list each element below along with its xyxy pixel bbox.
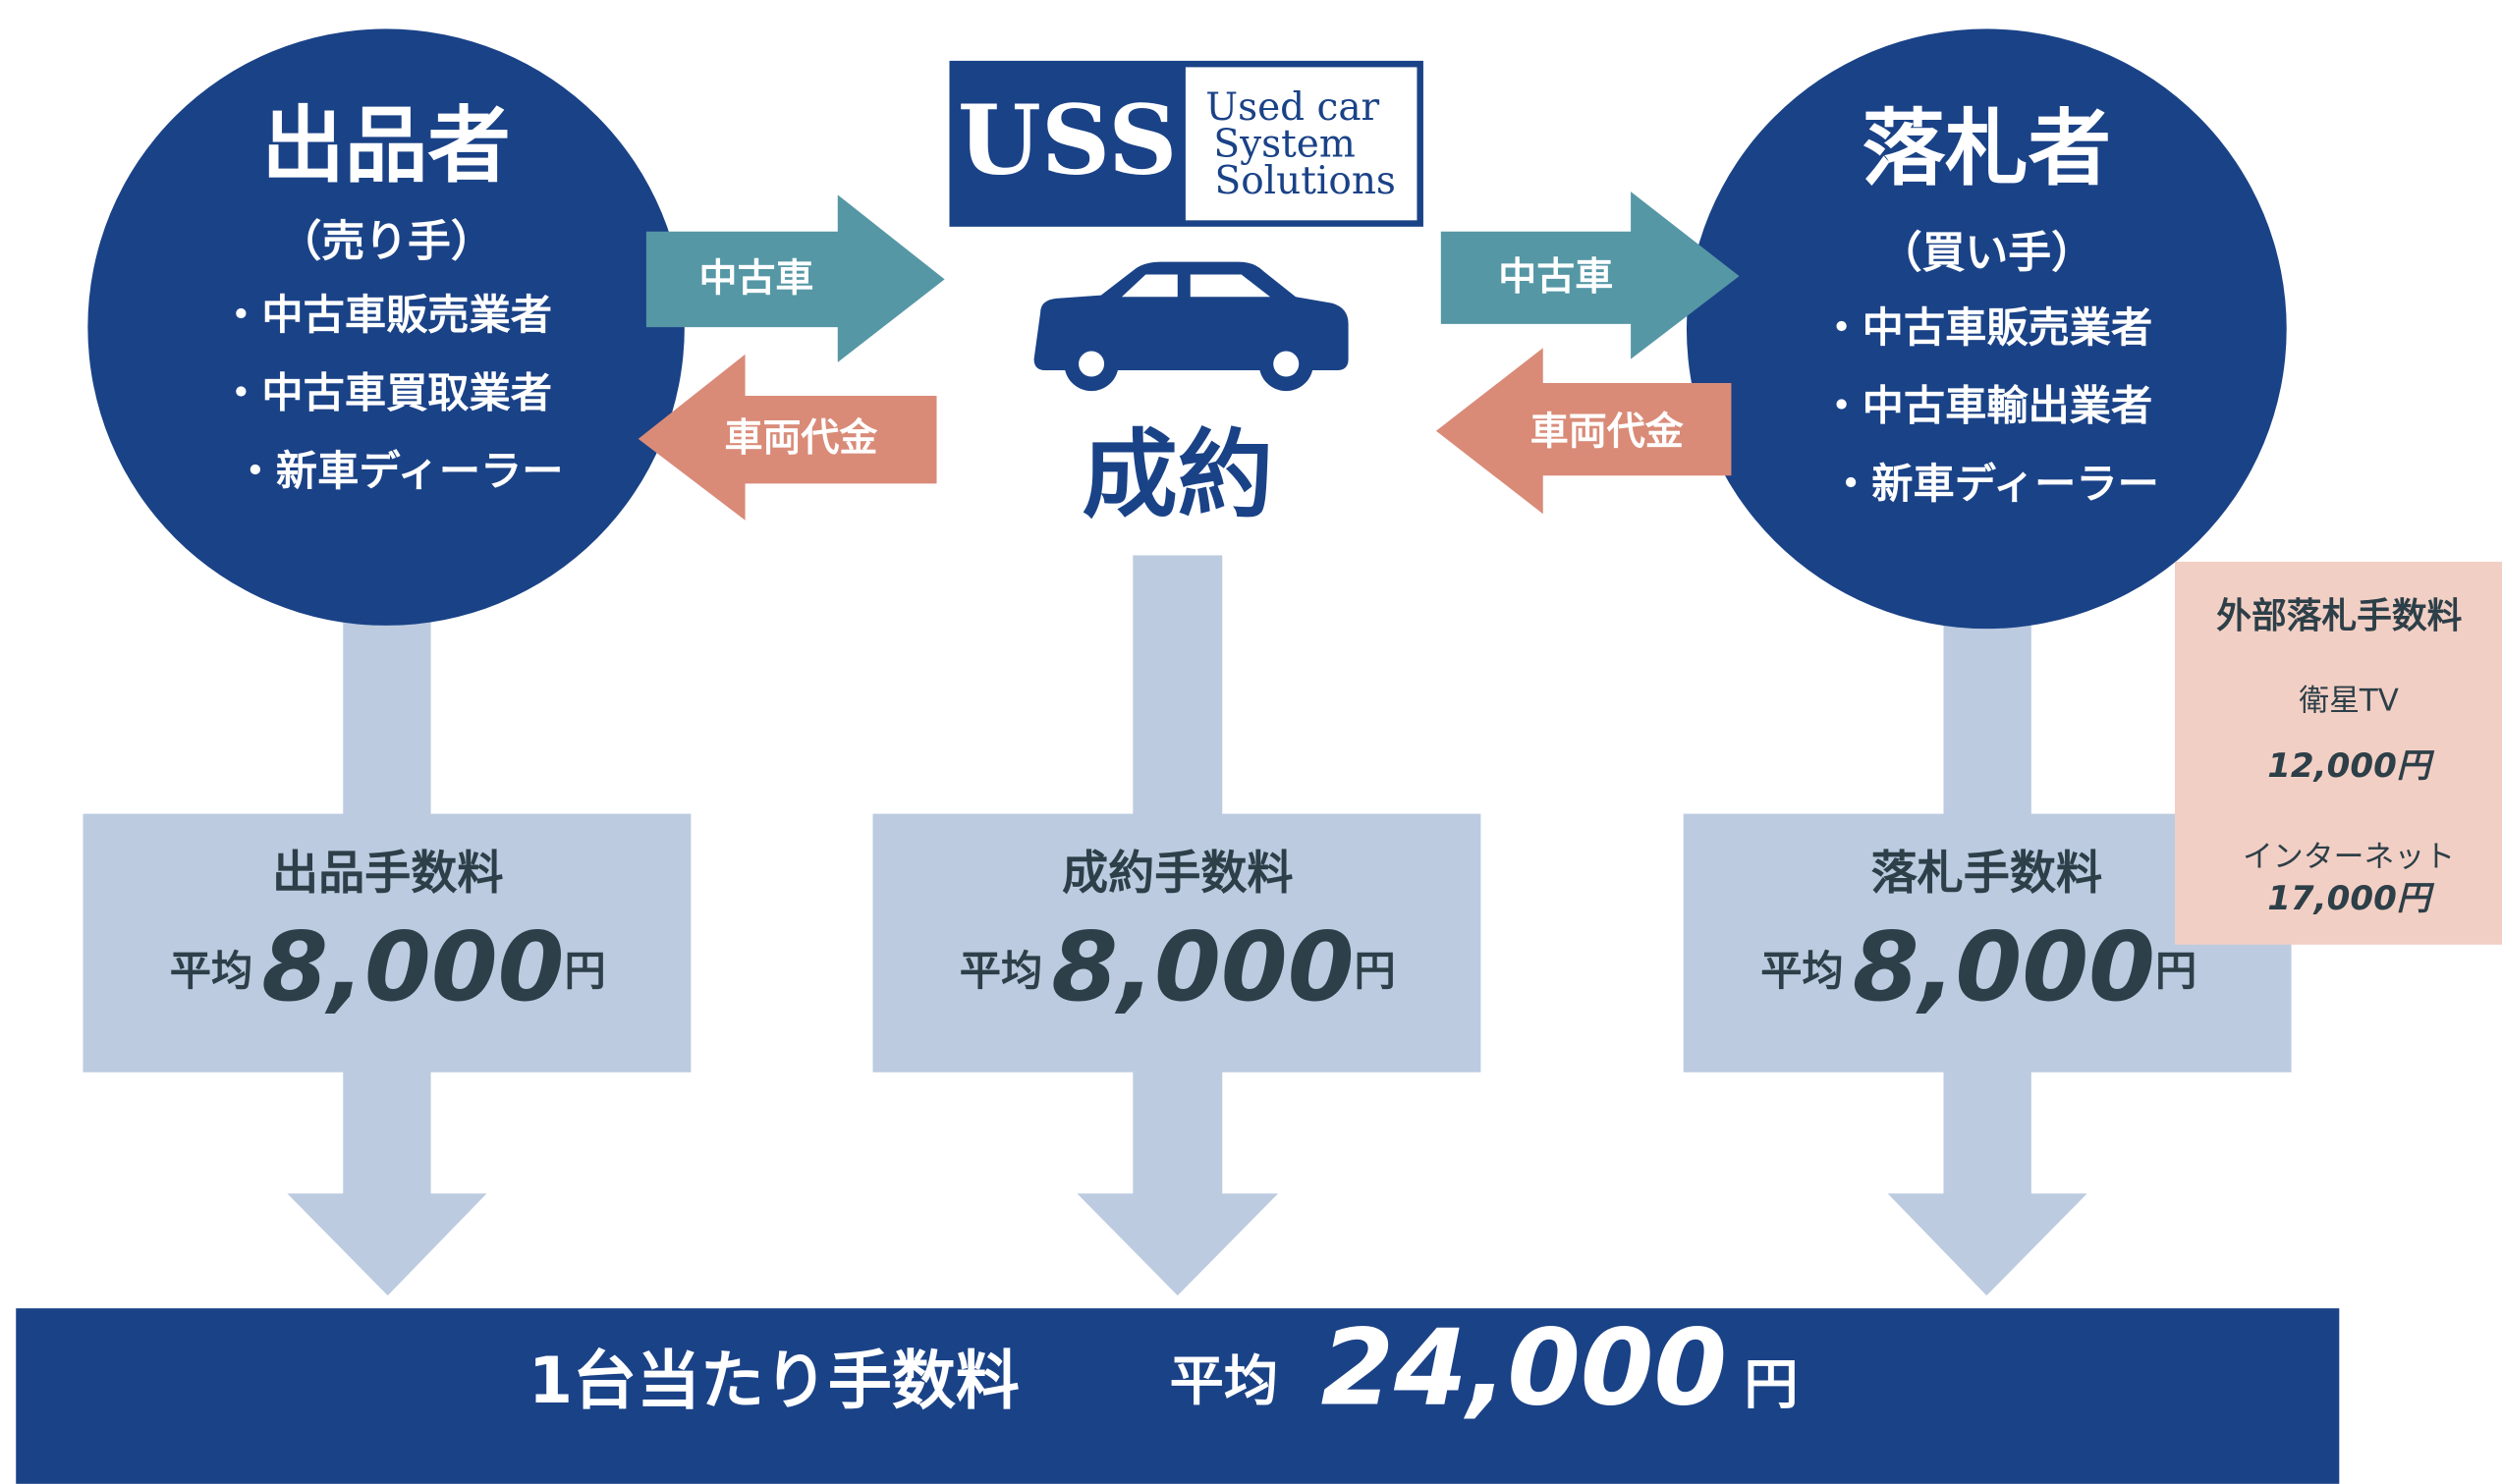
goods-label: 中古車 xyxy=(1498,255,1613,300)
fee-flows xyxy=(83,555,2292,1296)
external-amount: 12,000円 xyxy=(2267,746,2435,786)
arrow-head xyxy=(1887,1193,2087,1296)
shaft xyxy=(1943,614,2031,822)
external-fee-title: 外部落札手数料 xyxy=(2216,596,2462,636)
fee-box xyxy=(83,813,692,1072)
buyer-item: ・中古車輸出業者 xyxy=(1820,382,2152,430)
external-amount: 17,000円 xyxy=(2267,879,2435,918)
buyer-role: （買い手） xyxy=(1879,228,2094,278)
shaft xyxy=(1133,1069,1223,1197)
logo-mark: USS xyxy=(958,83,1178,196)
seller-title: 出品者 xyxy=(261,97,510,193)
arrow-head xyxy=(287,1193,487,1296)
external-fee-box xyxy=(2175,561,2502,945)
fee-amount: 平均 8,000円 xyxy=(960,911,1396,1022)
car-icon xyxy=(1033,261,1349,392)
logo-line: Solutions xyxy=(1215,159,1396,203)
payment-label: 車両代金 xyxy=(724,416,878,461)
goods-arrow xyxy=(645,194,945,362)
goods-arrow xyxy=(1440,192,1740,359)
buyer-title: 落札者 xyxy=(1863,101,2111,197)
fee-box xyxy=(872,813,1481,1072)
total-bar xyxy=(16,1308,2340,1484)
payment-label: 車両代金 xyxy=(1530,410,1685,454)
shaft xyxy=(1943,1069,2031,1197)
shaft xyxy=(343,1069,431,1197)
arrow-head xyxy=(1077,1193,1279,1296)
logo-panel xyxy=(1185,67,1418,221)
buyer-item: ・中古車販売業者 xyxy=(1820,303,2152,352)
seller-role: （売り手） xyxy=(278,217,493,267)
fee-amount: 平均 8,000円 xyxy=(1760,911,2196,1022)
shaft xyxy=(343,614,431,822)
total-avg-label: 平均 xyxy=(1170,1350,1278,1413)
total-unit: 円 xyxy=(1744,1354,1798,1417)
external-channel: インターネット xyxy=(2243,840,2455,875)
fee-amount: 平均 8,000円 xyxy=(170,911,606,1022)
fee-name: 落札手数料 xyxy=(1871,847,2102,901)
fee-name: 出品手数料 xyxy=(272,847,503,901)
seller-item: ・新車ディーラー xyxy=(235,447,564,495)
payment-arrow xyxy=(1435,348,1732,515)
logo-line: Used car xyxy=(1205,85,1379,130)
total-amount: 24,000 xyxy=(1320,1307,1727,1430)
goods-label: 中古車 xyxy=(698,257,813,302)
external-channel: 衛星TV xyxy=(2299,683,2399,718)
buyer-circle xyxy=(1686,28,2287,630)
fee-name: 成約手数料 xyxy=(1062,847,1293,901)
seller-circle xyxy=(87,28,685,626)
seller-item: ・中古車販売業者 xyxy=(220,291,552,339)
total-label: 1台当たり手数料 xyxy=(528,1345,1020,1418)
shaft xyxy=(1133,555,1223,819)
logo-line: System xyxy=(1213,123,1355,167)
buyer-item: ・新車ディーラー xyxy=(1830,460,2159,508)
seller-item: ・中古車買取業者 xyxy=(220,369,552,417)
center-label: 成約 xyxy=(1082,420,1273,531)
